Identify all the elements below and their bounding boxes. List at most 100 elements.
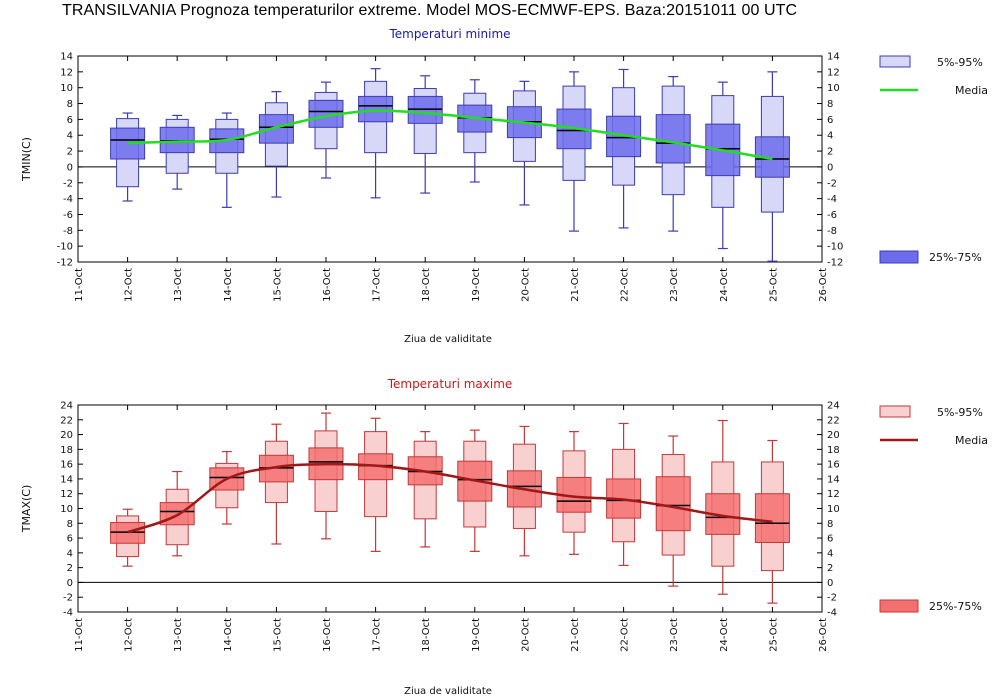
x-tick-label: 22-Oct	[620, 618, 631, 652]
box-20-Oct	[506, 80, 542, 206]
page-title: TRANSILVANIA Prognoza temperaturilor ext…	[62, 2, 798, 19]
y-tick-label-left: 16	[60, 460, 73, 471]
y-tick-label-left: 14	[60, 52, 73, 63]
y-tick-label-right: 10	[827, 83, 840, 94]
box-25-75	[655, 114, 691, 164]
y-tick-label-right: 8	[827, 519, 833, 530]
x-tick-label: 18-Oct	[421, 618, 432, 652]
box-22-Oct	[606, 68, 642, 229]
box-25-75	[258, 114, 294, 144]
box-13-Oct	[159, 470, 195, 557]
box-15-Oct	[258, 91, 294, 198]
x-tick-label: 17-Oct	[372, 268, 383, 302]
box-19-Oct	[457, 429, 493, 552]
legend-swatch-5-95	[879, 405, 911, 418]
box-25-Oct	[754, 71, 790, 262]
x-tick-label: 11-Oct	[74, 268, 85, 302]
box-24-Oct	[705, 81, 741, 250]
y-tick-label-right: 18	[827, 445, 840, 456]
box-25-75	[655, 476, 691, 532]
y-tick-label-left: 12	[60, 489, 73, 500]
box-23-Oct	[655, 435, 691, 587]
legend: 5%-95% Media 25%-75%	[879, 55, 988, 264]
box-18-Oct	[407, 431, 443, 548]
y-tick-label-right: -2	[827, 593, 837, 604]
y-tick-label-left: 2	[67, 147, 73, 158]
tmax-panel: Temperaturi maxime-4 -4-2 -20 02 24 46 68 810 10…	[20, 377, 988, 697]
box-19-Oct	[457, 79, 493, 183]
y-tick-label-right: 24	[827, 401, 840, 412]
box-20-Oct	[506, 425, 542, 557]
y-tick-label-left: -12	[57, 258, 73, 269]
y-tick-label-left: -4	[63, 608, 73, 619]
y-tick-label-right: 22	[827, 415, 840, 426]
x-tick-label: 14-Oct	[223, 268, 234, 302]
legend-swatch-25-75	[879, 250, 919, 264]
tmin-panel: Temperaturi minime -12 -12 -10 -10 -8 -8 -6 -6 -4…	[20, 27, 988, 345]
box-22-Oct	[606, 422, 642, 567]
x-tick-label: 26-Oct	[818, 268, 829, 302]
box-24-Oct	[705, 419, 741, 595]
y-tick-label-left: 18	[60, 445, 73, 456]
box-25-75	[358, 95, 394, 123]
x-tick-label: 13-Oct	[173, 268, 184, 302]
y-tick-label-right: 14	[827, 52, 840, 63]
x-tick-label: 15-Oct	[272, 618, 283, 652]
box-25-75	[754, 493, 790, 544]
x-tick-label: 20-Oct	[520, 618, 531, 652]
y-tick-label-left: 0	[67, 162, 73, 173]
y-tick-label-left: -6	[63, 210, 73, 221]
y-tick-label-right: 10	[827, 504, 840, 515]
y-tick-label-right: 20	[827, 430, 840, 441]
box-23-Oct	[655, 75, 691, 232]
box-21-Oct	[556, 71, 592, 232]
y-tick-label-right: 12	[827, 67, 840, 78]
box-18-Oct	[407, 75, 443, 194]
y-tick-label-right: 0	[827, 162, 833, 173]
y-tick-label-right: 14	[827, 474, 840, 485]
y-tick-label-left: 14	[60, 474, 73, 485]
x-tick-label: 11-Oct	[74, 618, 85, 652]
box-12-Oct	[110, 508, 146, 567]
y-tick-label-right: -8	[827, 226, 837, 237]
x-tick-label: 24-Oct	[719, 618, 730, 652]
y-tick-label-right: -4	[827, 608, 837, 619]
y-tick-label-left: 8	[67, 519, 73, 530]
y-tick-label-right: 2	[827, 147, 833, 158]
box-25-75	[159, 126, 195, 154]
x-tick-label: 21-Oct	[570, 268, 581, 302]
y-axis-label: TMIN(C)	[20, 137, 33, 182]
plot-frame	[77, 55, 823, 263]
legend: 5%-95% Media 25%-75%	[879, 405, 988, 613]
y-tick-label-left: 24	[60, 401, 73, 412]
y-tick-label-left: 10	[60, 83, 73, 94]
legend-swatch-5-95	[879, 55, 911, 68]
x-tick-label: 22-Oct	[620, 268, 631, 302]
panel-title: Temperaturi maxime	[387, 377, 513, 391]
y-tick-label-right: 8	[827, 99, 833, 110]
legend-label-media: Media	[955, 84, 988, 97]
box-17-Oct	[358, 68, 394, 199]
y-tick-label-right: 2	[827, 563, 833, 574]
legend-swatch-25-75	[879, 599, 919, 613]
y-tick-label-right: 16	[827, 460, 840, 471]
panel-title: Temperaturi minime	[388, 27, 510, 41]
y-tick-label-right: 0	[827, 578, 833, 589]
x-tick-label: 23-Oct	[669, 618, 680, 652]
x-tick-label: 24-Oct	[719, 268, 730, 302]
box-14-Oct	[209, 112, 245, 208]
legend-label-media: Media	[955, 434, 988, 447]
box-17-Oct	[358, 417, 394, 552]
legend-label-25-75: 25%-75%	[929, 600, 982, 613]
y-tick-label-right: 4	[827, 131, 833, 142]
x-tick-label: 16-Oct	[322, 268, 333, 302]
y-tick-label-right: 6	[827, 534, 833, 545]
box-12-Oct	[110, 112, 146, 202]
y-tick-label-left: 2	[67, 563, 73, 574]
y-tick-label-left: 10	[60, 504, 73, 515]
x-tick-label: 16-Oct	[322, 618, 333, 652]
media-line	[127, 462, 773, 534]
x-tick-label: 14-Oct	[223, 618, 234, 652]
y-tick-label-right: -4	[827, 194, 837, 205]
